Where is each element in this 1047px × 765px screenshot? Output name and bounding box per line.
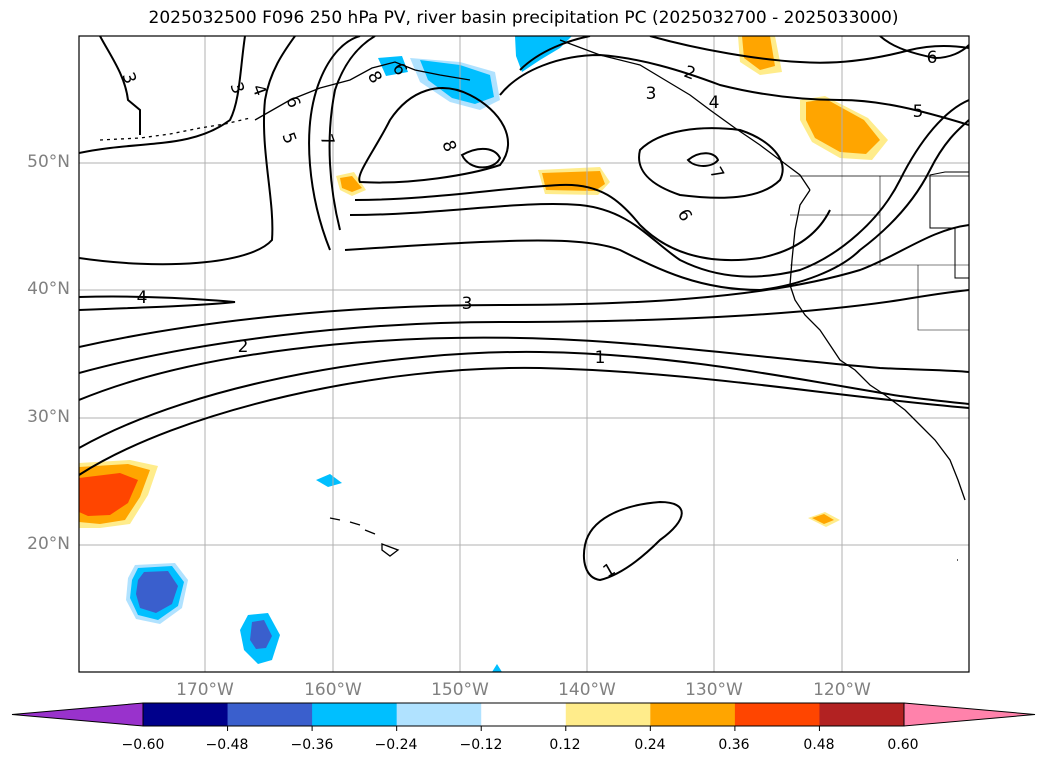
pv-contour: [638, 127, 784, 199]
pv-contour: [582, 500, 683, 582]
pv-contour: [99, 36, 141, 135]
pv-contour: [344, 119, 969, 292]
contour-label: 2: [238, 337, 249, 357]
pv-contour: [308, 36, 361, 251]
colorbar-segment: [650, 703, 736, 726]
state-lines: [790, 176, 969, 331]
pv-contour: [79, 366, 969, 476]
contour-label: 2: [681, 62, 698, 84]
pv-contour: [499, 53, 969, 126]
lon-label: 140°W: [558, 680, 616, 700]
precip-blob-positive: [812, 514, 834, 524]
pv-contour: [354, 183, 831, 262]
colorbar-tick-label: −0.24: [374, 737, 418, 753]
map-area: 3 3 4 5 6 7 8 8 6 2 3 4 7 6 6 5 4 3 2 1 …: [79, 36, 969, 672]
map-frame: [78, 35, 970, 673]
precip-blob-positive: [542, 171, 605, 191]
pv-contour: [79, 289, 969, 374]
precip-blob-negative: [316, 474, 342, 487]
precip-blob-negative: [378, 56, 408, 76]
pv-contour: [79, 336, 969, 401]
contour-label: 4: [709, 93, 720, 113]
lat-label: 20°N: [27, 534, 70, 554]
colorbar-tick-label: 0.60: [887, 737, 919, 753]
precip-blob-positive: [806, 99, 880, 154]
colorbar-tick-label: −0.36: [290, 737, 334, 753]
precip-blob-negative: [420, 60, 494, 104]
colorbar-tick-label: 0.24: [634, 737, 666, 753]
contour-label: 3: [462, 294, 473, 314]
colorbar-segment: [734, 703, 820, 726]
hawaii-islands: [329, 517, 400, 557]
pv-contour: [649, 36, 969, 64]
lat-label: 30°N: [27, 407, 70, 427]
pv-contours: [79, 36, 969, 582]
contour-label: 5: [913, 102, 924, 122]
colorbar-segment: [481, 703, 567, 726]
colorbar-tick-label: 0.12: [549, 737, 581, 753]
contour-label: 6: [281, 94, 303, 111]
pv-contour: [879, 36, 969, 60]
colorbar: [11, 702, 1036, 731]
precip-blob-positive: [340, 176, 362, 192]
colorbar-segment: [396, 703, 482, 726]
precip-blob-positive: [742, 36, 775, 70]
lon-label: 130°W: [685, 680, 743, 700]
great-lakes-edge: [929, 171, 969, 279]
lat-label: 50°N: [27, 152, 70, 172]
contour-label: 7: [705, 164, 728, 183]
aleutian-islands: [99, 117, 251, 141]
pv-contour: [519, 36, 591, 71]
alaska-coast: [254, 39, 811, 191]
contour-label: 8: [437, 138, 459, 155]
colorbar-segment: [312, 703, 398, 726]
contour-label: 6: [927, 48, 938, 68]
contour-label: 7: [315, 132, 337, 149]
colorbar-extend-high: [903, 702, 1036, 727]
colorbar-tick-label: 0.48: [803, 737, 835, 753]
pv-contour: [79, 350, 969, 449]
lon-label: 120°W: [813, 680, 871, 700]
pv-contour: [460, 147, 502, 169]
pv-contour: [79, 36, 246, 154]
colorbar-tick-label: 0.36: [718, 737, 750, 753]
pv-contour: [686, 152, 720, 167]
colorbar-segment: [565, 703, 651, 726]
gridlines: [79, 36, 969, 672]
pv-contour: [79, 295, 236, 311]
precip-blob-negative: [250, 620, 272, 649]
contour-labels: 3 3 4 5 6 7 8 8 6 2 3 4 7 6 6 5 4 3 2 1 …: [117, 48, 938, 582]
colorbar-extend-low: [11, 702, 144, 727]
coastlines: [99, 39, 969, 561]
contour-label: 6: [673, 206, 696, 225]
colorbar-tick-label: −0.60: [121, 737, 165, 753]
precip-blob-negative: [136, 571, 178, 613]
figure-title: 2025032500 F096 250 hPa PV, river basin …: [148, 8, 899, 28]
pv-contour: [349, 99, 969, 278]
colorbar-segment: [819, 703, 905, 726]
colorbar-segment: [227, 703, 313, 726]
colorbar-tick-label: −0.48: [205, 737, 249, 753]
north-america-coast: [789, 189, 966, 501]
precip-blob-positive: [79, 473, 138, 516]
colorbar-frame: [142, 702, 905, 727]
lon-label: 160°W: [304, 680, 362, 700]
contour-label: 3: [646, 84, 657, 104]
contour-label: 1: [595, 348, 606, 368]
pv-contour: [79, 224, 969, 348]
precip-shading: [79, 36, 888, 672]
lon-label: 150°W: [431, 680, 489, 700]
contour-label: 4: [137, 288, 148, 308]
pv-contour: [328, 36, 376, 231]
colorbar-tick-label: −0.12: [459, 737, 503, 753]
pv-contour: [79, 36, 296, 266]
lat-label: 40°N: [27, 279, 70, 299]
pv-contour: [358, 87, 510, 184]
contour-label: 5: [277, 130, 299, 147]
lon-label: 170°W: [176, 680, 234, 700]
colorbar-segment: [143, 703, 229, 726]
precip-blob-negative: [492, 664, 502, 672]
